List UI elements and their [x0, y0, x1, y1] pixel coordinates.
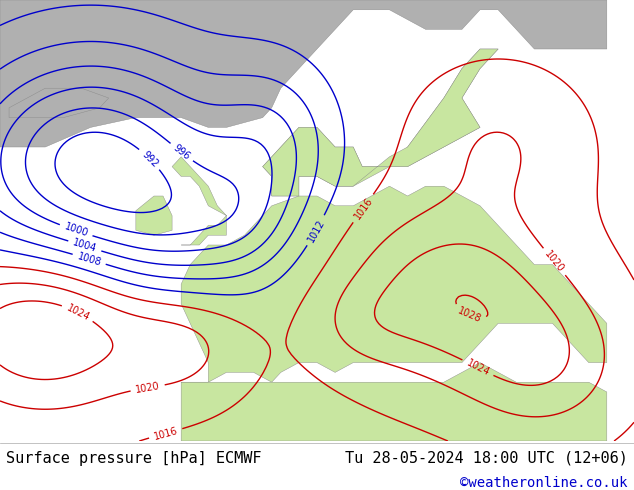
Text: 992: 992 [139, 149, 160, 169]
Text: Surface pressure [hPa] ECMWF: Surface pressure [hPa] ECMWF [6, 451, 262, 465]
Polygon shape [9, 88, 108, 118]
Text: 996: 996 [171, 143, 192, 162]
Text: 1008: 1008 [76, 251, 102, 268]
Text: 1012: 1012 [306, 217, 327, 244]
Text: Tu 28-05-2024 18:00 UTC (12+06): Tu 28-05-2024 18:00 UTC (12+06) [345, 451, 628, 465]
Text: 1028: 1028 [456, 305, 483, 324]
Text: 1020: 1020 [134, 381, 160, 395]
Text: 1024: 1024 [65, 302, 91, 322]
Polygon shape [181, 363, 607, 441]
Polygon shape [262, 49, 498, 196]
Text: 1000: 1000 [63, 222, 89, 239]
Text: 1016: 1016 [153, 425, 179, 441]
Text: 1020: 1020 [543, 249, 566, 274]
Polygon shape [172, 157, 226, 245]
Polygon shape [181, 186, 607, 382]
Polygon shape [136, 196, 172, 235]
Text: 1016: 1016 [352, 196, 375, 221]
Polygon shape [262, 49, 498, 196]
Text: 1004: 1004 [72, 238, 98, 254]
Text: 1024: 1024 [465, 358, 491, 378]
Polygon shape [0, 0, 607, 147]
Text: ©weatheronline.co.uk: ©weatheronline.co.uk [460, 476, 628, 490]
